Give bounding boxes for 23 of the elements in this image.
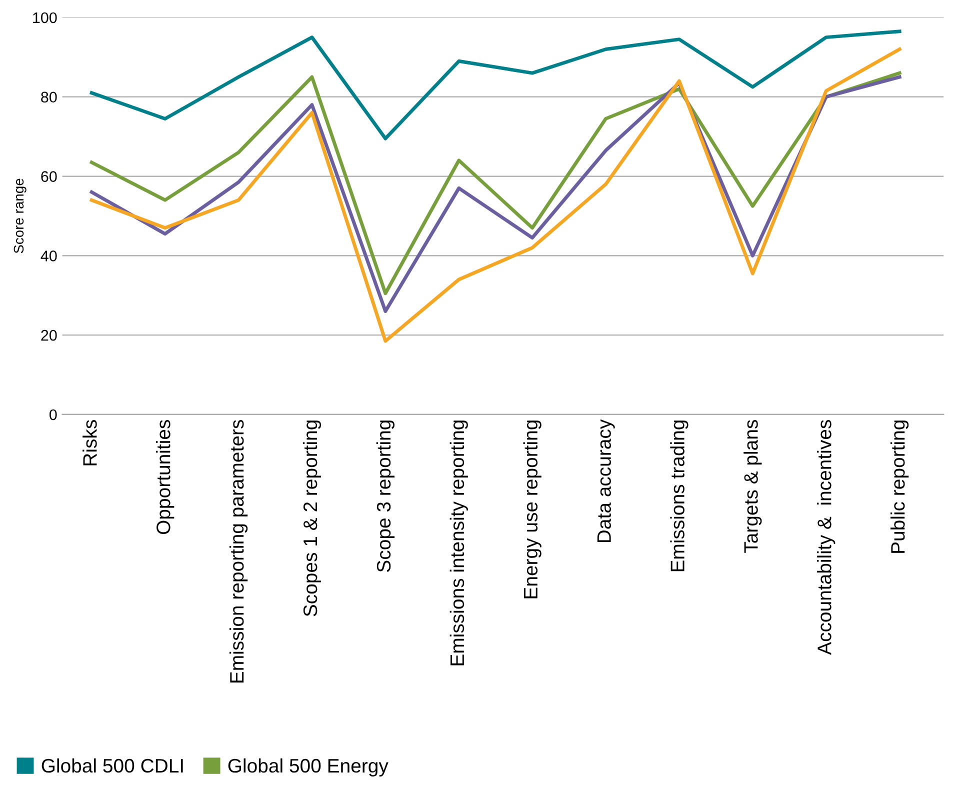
- x-tick-label: Emissions trading: [670, 420, 688, 572]
- x-tick-label: Opportunities: [156, 420, 174, 534]
- line-series: [90, 47, 902, 343]
- y-axis-title: Score range: [14, 178, 26, 254]
- legend-label: Global 500 Energy: [228, 758, 388, 776]
- y-tick-label: 60: [41, 171, 57, 182]
- x-tick-label: Risks: [82, 420, 97, 466]
- x-tick-label: Emission reporting parameters: [229, 420, 248, 682]
- y-tick-label: 0: [50, 409, 57, 420]
- x-tick-label: Data accuracy: [597, 419, 615, 542]
- y-tick-label: 40: [40, 250, 57, 262]
- x-tick-label: Targets & plans: [744, 420, 762, 553]
- x-tick-label: Emissions intensity reporting: [450, 420, 468, 666]
- line-series: [90, 30, 902, 140]
- y-tick-label: 80: [41, 92, 57, 103]
- y-tick-label: 20: [41, 330, 57, 341]
- x-tick-label: Scope 3 reporting: [376, 420, 394, 572]
- x-tick-label: Energy use reporting: [523, 420, 542, 598]
- legend-label: Global 500 CDLI: [42, 758, 183, 773]
- y-tick-label: 100: [33, 12, 57, 24]
- x-tick-label: Accountability & incentives: [817, 420, 836, 655]
- x-tick-label: Scopes 1 & 2 reporting: [302, 420, 322, 616]
- x-tick-label: Public reporting: [890, 420, 909, 553]
